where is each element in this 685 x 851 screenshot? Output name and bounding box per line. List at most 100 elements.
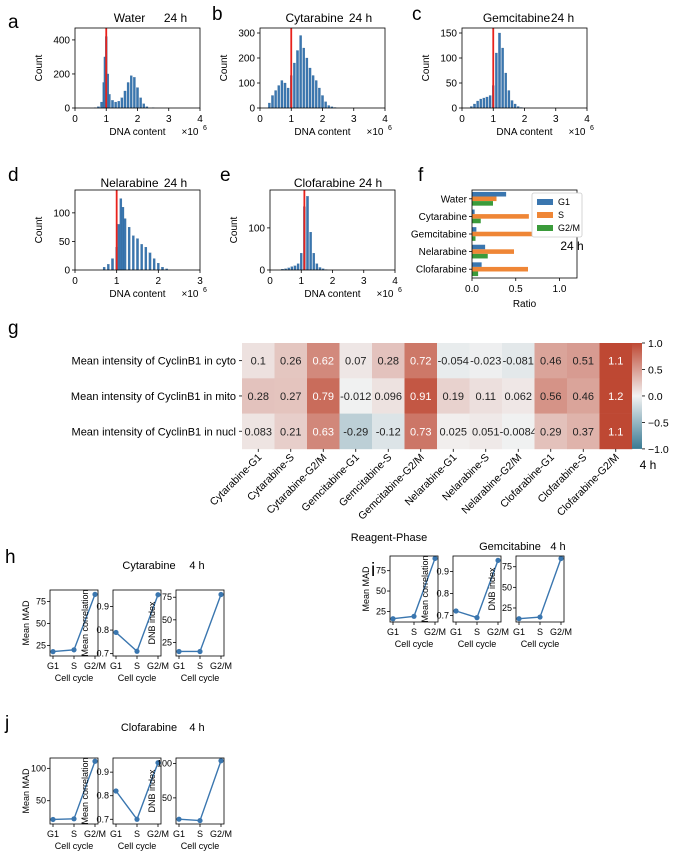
legend-label: G2/M: [558, 223, 580, 233]
legend-swatch: [537, 199, 553, 205]
y-tick-label: 0.8: [96, 791, 109, 801]
y-tick-label: 50: [162, 615, 172, 625]
x-axis-label: Ratio: [513, 299, 537, 310]
x-tick-label: G2/M: [84, 661, 106, 671]
colorbar-tick-label: 0.5: [648, 364, 663, 376]
line-panel-time: 4 h: [550, 541, 565, 553]
heatmap-value: 0.1: [251, 356, 266, 368]
y-tick-label: 0.9: [436, 566, 449, 576]
colorbar-tick-label: −1.0: [648, 444, 669, 456]
x-axis-label: Cell cycle: [395, 639, 434, 649]
ratio-bar-G1: [472, 227, 477, 232]
x-tick-label: S: [134, 829, 140, 839]
heatmap-value: 0.91: [410, 391, 431, 403]
heatmap-cell: [437, 343, 470, 379]
heatmap-cell: [274, 343, 308, 379]
x-tick-label: 2: [320, 114, 326, 125]
heatmap-value: 0.27: [280, 391, 301, 403]
x-axis-label: Cell cycle: [181, 673, 220, 683]
x-tick-label: 4: [584, 114, 590, 125]
x-axis-label: Cell cycle: [55, 841, 94, 851]
x-tick-label: 2: [156, 276, 162, 287]
heatmap-cell: [469, 378, 503, 414]
heatmap-cell: [339, 413, 373, 450]
ratio-bar-G2-M: [472, 253, 488, 259]
colorbar-tick-label: −0.5: [648, 417, 669, 429]
heatmap-cell: [307, 343, 340, 379]
heatmap-value: 0.73: [410, 426, 431, 438]
ratio-bar-G1: [472, 191, 507, 197]
y-tick-label: 100: [31, 763, 46, 773]
y-tick-label: 100: [248, 223, 265, 234]
hist-bar: [318, 87, 321, 109]
x-axis-label: Cell cycle: [118, 841, 157, 851]
hist-bar: [504, 72, 507, 109]
x-exponent-power: 6: [203, 287, 207, 294]
heatmap-cell: [534, 343, 568, 379]
ratio-bar-G1: [472, 262, 482, 267]
ratio-bar-S: [472, 266, 528, 272]
heatmap-value: 0.72: [410, 356, 431, 368]
ratio-bar-G1: [472, 209, 475, 215]
heatmap-cell: [307, 413, 340, 450]
x-tick-label: 0.5: [509, 284, 523, 295]
hist-bar: [309, 232, 312, 271]
heatmap-cell: [502, 343, 535, 379]
y-tick-label: 50: [36, 796, 46, 806]
line-axes: [49, 757, 99, 825]
x-tick-label: G1: [173, 829, 185, 839]
heatmap-cell: [242, 413, 275, 450]
y-tick-label: 0: [64, 104, 70, 115]
x-exponent-power: 6: [203, 125, 207, 132]
x-tick-label: G1: [173, 661, 185, 671]
y-tick-label: 0.8: [96, 625, 109, 635]
x-tick-label: 1: [114, 276, 120, 287]
heatmap-column-label: Clofarabine-G2/M: [555, 452, 622, 519]
x-axis-label: DNA content: [304, 289, 360, 300]
series-point: [453, 608, 459, 614]
x-axis-label: DNA content: [109, 127, 165, 138]
hist-bar: [126, 82, 130, 109]
x-tick-label: G1: [513, 627, 525, 637]
x-exponent: ×10: [367, 127, 384, 138]
hist-time: 24 h: [359, 176, 382, 190]
heatmap-value: 1.2: [608, 391, 623, 403]
heatmap-cell: [534, 413, 568, 450]
hist-bar: [148, 252, 152, 271]
panel-letter-b: b: [212, 4, 223, 25]
y-axis-label: Count: [34, 54, 45, 81]
hist-bar: [117, 101, 120, 109]
series-point: [155, 760, 161, 766]
heatmap-value: -0.0084: [500, 426, 537, 438]
x-exponent-power: 6: [398, 287, 402, 294]
x-tick-label: G2/M: [550, 627, 572, 637]
series-point: [50, 649, 56, 655]
x-axis-label: Cell cycle: [118, 673, 157, 683]
colorbar-tick-label: 0.0: [648, 391, 663, 403]
series-point: [537, 614, 543, 620]
x-axis-label: DNA content: [294, 127, 350, 138]
hist-bar: [290, 266, 294, 271]
x-tick-label: 1: [103, 114, 109, 125]
x-tick-label: S: [134, 661, 140, 671]
series-point: [390, 616, 396, 622]
ratio-bar-S: [472, 249, 514, 254]
x-tick-label: 0: [72, 276, 78, 287]
hist-bar: [321, 95, 324, 109]
x-tick-label: 3: [553, 114, 559, 125]
hist-bar: [312, 253, 315, 271]
heatmap-cell: [372, 378, 405, 414]
heatmap-value: 0.051: [472, 426, 500, 438]
heatmap-value: 0.29: [540, 426, 561, 438]
heatmap-cell: [469, 343, 503, 379]
y-tick-label: 50: [502, 582, 512, 592]
y-tick-label: 25: [376, 606, 386, 616]
x-tick-label: 1: [288, 114, 294, 125]
series-point: [516, 616, 522, 622]
legend-label: S: [558, 210, 564, 220]
x-exponent-power: 6: [388, 125, 392, 132]
hist-bar: [123, 218, 127, 271]
y-tick-label: 50: [376, 586, 386, 596]
x-tick-label: S: [411, 627, 417, 637]
heatmap-row-label: Mean intensity of CyclinB1 in mito: [71, 391, 236, 403]
